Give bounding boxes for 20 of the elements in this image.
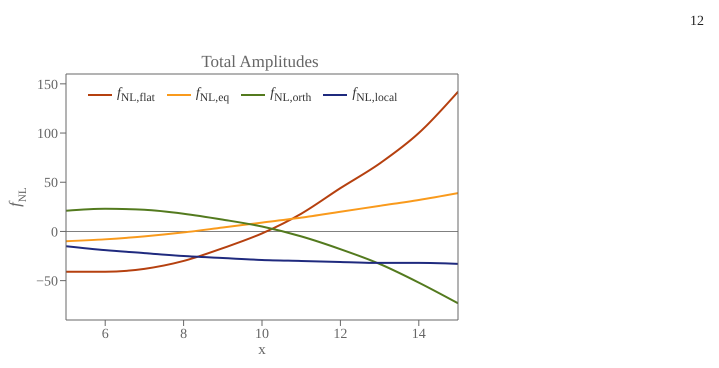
line-series	[66, 245, 458, 265]
y-tick-label: 0	[51, 225, 58, 240]
text: 12	[690, 14, 704, 30]
y-tick-label: 100	[37, 127, 58, 142]
legend-label: f$_{NL,local}$	[352, 86, 398, 104]
x-tick-label: 12	[333, 326, 348, 342]
line-series	[66, 192, 458, 242]
legend-label: f$_{NL,eq}$	[196, 86, 230, 104]
y-tick-label: 50	[44, 176, 58, 192]
y-tick-label: −50	[36, 274, 58, 290]
y-tick-label: 150	[37, 78, 58, 93]
x-tick-label: 14	[412, 326, 426, 342]
x-axis-title: x	[258, 342, 266, 358]
x-tick-label: 6	[102, 326, 109, 342]
legend-label: f$_{NL,orth}$	[270, 86, 312, 104]
legend-label: f$_{NL,flat}$	[117, 86, 155, 104]
line-series	[66, 208, 458, 304]
x-tick-label: 8	[180, 326, 188, 342]
x-tick-label: 10	[255, 326, 269, 342]
chart-title: Total Amplitudes	[200, 52, 320, 72]
